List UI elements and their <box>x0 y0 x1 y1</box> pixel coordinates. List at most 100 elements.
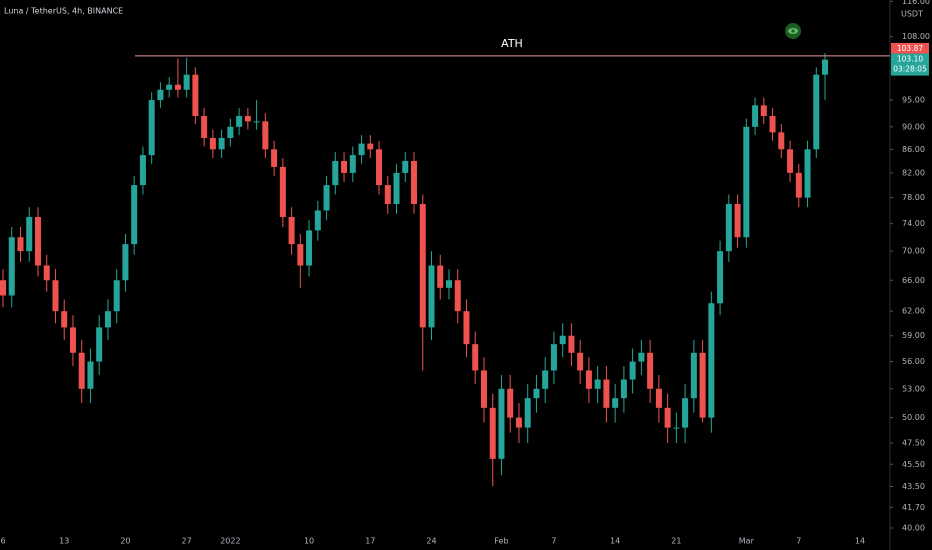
candle-body <box>367 143 374 150</box>
x-tick-label: 2022 <box>220 537 240 546</box>
candle-body <box>507 388 514 418</box>
candle-body <box>778 132 785 150</box>
candle-body <box>148 100 155 156</box>
candle-body <box>332 160 339 186</box>
candle-body <box>183 74 190 90</box>
candle-body <box>384 185 391 205</box>
ath-price-label: 103.87 <box>897 44 923 53</box>
candle-body <box>341 160 348 173</box>
candle-body <box>262 121 269 150</box>
x-tick-label: 6 <box>0 537 5 546</box>
candle-body <box>402 160 409 173</box>
candle-body <box>192 74 199 116</box>
last-price-box <box>891 53 929 76</box>
candles <box>0 52 829 487</box>
candle-body <box>209 137 216 150</box>
candle-body <box>104 311 111 328</box>
candle-body <box>655 388 662 408</box>
candle-body <box>524 398 531 428</box>
candle-body <box>253 121 260 123</box>
candle-body <box>78 352 85 389</box>
x-tick-label: Mar <box>739 537 755 546</box>
watch-icon-pupil[interactable] <box>791 29 795 33</box>
candle-body <box>17 237 24 252</box>
candle-body <box>480 370 487 408</box>
x-tick-label: 7 <box>796 537 801 546</box>
candle-body <box>113 280 120 312</box>
candle-body <box>349 155 356 173</box>
y-tick-label: 66.00 <box>902 276 925 285</box>
candle-body <box>157 89 164 101</box>
candle-body <box>690 352 697 399</box>
candle-body <box>297 244 304 266</box>
x-tick-label: Feb <box>494 537 508 546</box>
candle-body <box>52 280 59 312</box>
last-price-label: 103.10 <box>897 55 923 64</box>
x-tick-label: 10 <box>304 537 314 546</box>
candle-body <box>358 143 365 156</box>
candle-body <box>122 244 129 281</box>
candle-body <box>585 370 592 389</box>
x-tick-label: 13 <box>59 537 69 546</box>
candle-body <box>43 265 50 281</box>
candle-body <box>708 303 715 418</box>
candle-body <box>734 204 741 238</box>
y-tick-label: 59.00 <box>902 331 925 340</box>
candle-body <box>323 185 330 211</box>
y-tick-label: 90.00 <box>902 122 925 131</box>
candle-body <box>131 185 138 245</box>
y-tick-label: 95.00 <box>902 96 925 105</box>
candle-body <box>822 59 829 75</box>
candle-body <box>288 217 295 245</box>
x-tick-label: 21 <box>671 537 681 546</box>
candle-body <box>752 105 759 127</box>
candle-body <box>760 105 767 116</box>
ath-text: ATH <box>501 37 523 50</box>
y-tick-label: 43.50 <box>902 482 925 491</box>
candle-body <box>804 149 811 198</box>
candle-body <box>550 344 557 371</box>
candle-body <box>139 155 146 186</box>
y-tick-label: 86.00 <box>902 145 925 154</box>
candle-body <box>218 137 225 150</box>
candle-body <box>769 115 776 133</box>
candle-body <box>638 352 645 362</box>
candle-body <box>166 84 173 90</box>
watch-icon[interactable] <box>785 23 801 39</box>
candle-body <box>306 230 313 266</box>
x-tick-label: 17 <box>365 537 375 546</box>
currency-label: USDT <box>901 10 923 19</box>
candle-body <box>699 352 706 418</box>
candle-body <box>314 210 321 231</box>
candle-body <box>620 379 627 399</box>
x-tick-label: 14 <box>855 537 865 546</box>
candle-body <box>87 361 94 389</box>
candle-body <box>612 398 619 408</box>
candle-body <box>376 149 383 186</box>
countdown-label: 03:28:05 <box>893 65 927 74</box>
candle-body <box>673 427 680 429</box>
candle-body <box>34 217 41 266</box>
candle-body <box>61 311 68 328</box>
candle-body <box>795 172 802 198</box>
x-tick-label: 24 <box>426 537 436 546</box>
y-tick-label: 116.00 <box>902 0 930 6</box>
candle-body <box>577 352 584 371</box>
candle-body <box>682 398 689 428</box>
x-tick-label: 27 <box>182 537 192 546</box>
y-tick-label: 40.00 <box>902 523 925 532</box>
candle-body <box>227 126 234 138</box>
candle-body <box>437 265 444 288</box>
candle-body <box>629 361 636 380</box>
y-tick-label: 53.00 <box>902 384 925 393</box>
x-tick-label: 7 <box>551 537 556 546</box>
candle-body <box>489 407 496 459</box>
candle-body <box>725 204 732 252</box>
candle-body <box>594 379 601 389</box>
candle-body <box>0 280 6 296</box>
candle-body <box>428 265 435 328</box>
candle-body <box>647 352 654 389</box>
y-tick-label: 50.00 <box>902 413 925 422</box>
